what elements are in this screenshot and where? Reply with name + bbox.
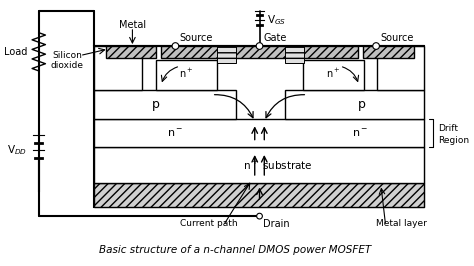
Bar [363,46,414,59]
Bar [94,147,424,183]
Text: Metal layer: Metal layer [376,219,427,228]
Text: Load: Load [4,47,27,57]
Bar [302,60,364,90]
Text: n$^+$: n$^+$ [326,67,340,80]
Text: Gate: Gate [264,34,287,43]
Bar [161,46,358,59]
Text: Basic structure of a n-channel DMOS power MOSFET: Basic structure of a n-channel DMOS powe… [99,245,371,255]
Bar [285,46,304,63]
Text: p: p [152,98,160,111]
Bar [94,119,424,147]
Bar [94,46,142,90]
Bar [106,46,156,59]
Bar [217,46,236,63]
Circle shape [373,43,380,49]
Bar [377,46,424,90]
Text: Drift: Drift [438,124,458,133]
Circle shape [256,213,263,219]
Bar [94,183,424,207]
Text: Source: Source [380,34,413,43]
Text: n$^-$: n$^-$ [352,127,368,139]
Text: V$_{GS}$: V$_{GS}$ [267,13,286,27]
Text: Drain: Drain [264,219,290,229]
Circle shape [172,43,179,49]
Text: n$^+$ substrate: n$^+$ substrate [243,159,313,172]
Bar [94,90,236,119]
Text: V$_{DD}$: V$_{DD}$ [7,143,27,157]
Text: n$^+$: n$^+$ [393,49,408,62]
Text: Current path: Current path [180,219,237,228]
Text: Region: Region [438,136,469,145]
Bar [94,46,424,207]
Bar [285,90,424,119]
Text: n$^-$: n$^-$ [167,127,183,139]
Text: Metal: Metal [119,20,146,30]
Text: n$^+$: n$^+$ [110,49,126,62]
Bar [156,60,217,90]
Text: n$^+$: n$^+$ [179,67,194,80]
Text: p: p [358,98,366,111]
Text: Source: Source [179,34,213,43]
Text: Silicon
dioxide: Silicon dioxide [51,51,84,70]
Circle shape [256,43,263,49]
